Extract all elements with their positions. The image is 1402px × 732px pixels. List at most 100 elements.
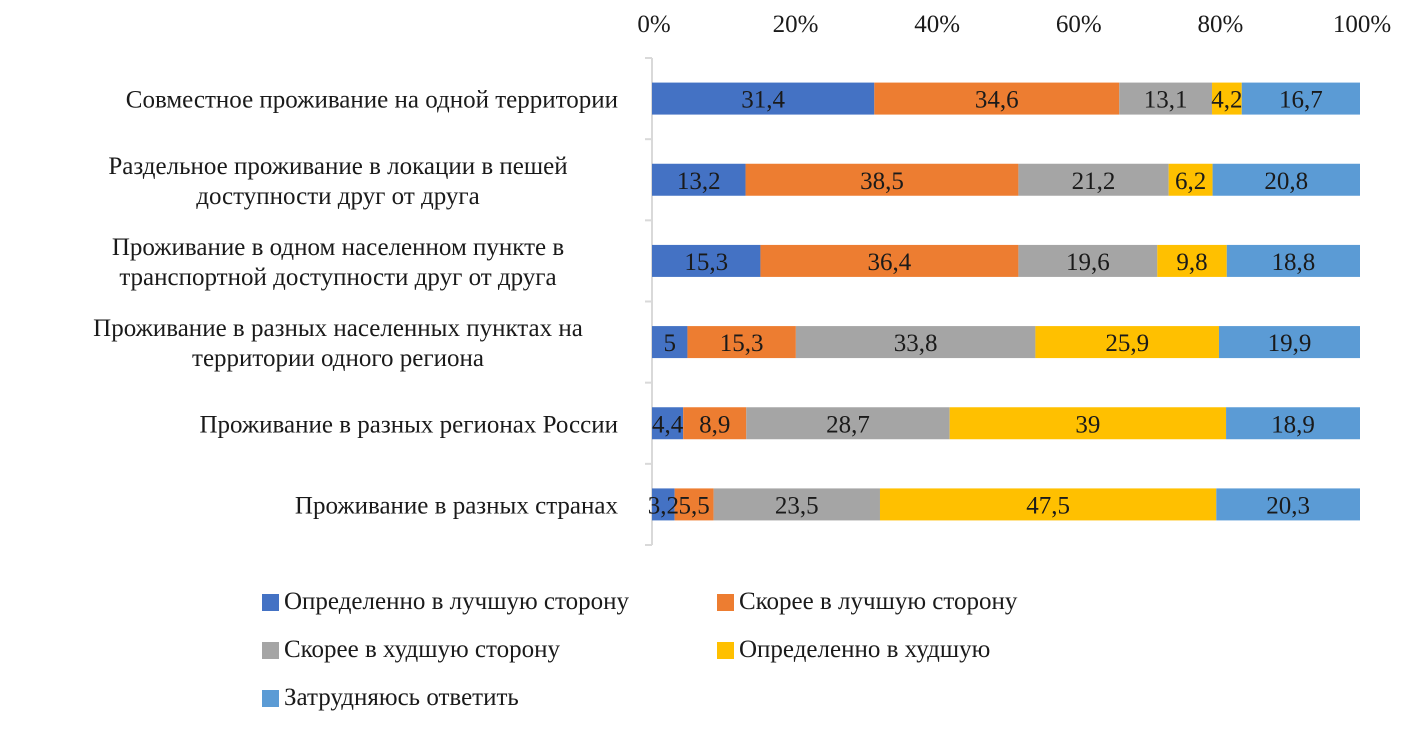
category-label: Проживание в разных странах — [295, 492, 619, 519]
data-label: 47,5 — [1026, 492, 1070, 519]
category-label-line: Проживание в разных регионах России — [199, 411, 618, 438]
bar-segment — [652, 488, 675, 521]
legend: Определенно в лучшую сторону Скорее в луч… — [262, 588, 1122, 728]
legend-swatch — [262, 689, 279, 707]
data-label: 5 — [663, 330, 676, 357]
legend-swatch — [262, 641, 279, 659]
data-label: 13,2 — [677, 168, 721, 195]
data-label: 38,5 — [860, 168, 904, 195]
bar-segment — [1241, 82, 1360, 115]
bar-segment — [652, 326, 688, 359]
legend-item: Затрудняюсь ответить — [262, 684, 519, 712]
bar-row: 5 15,3 33,8 25,9 19,9 — [652, 326, 1360, 359]
bar-row: 31,4 34,6 13,1 4,2 16,7 — [652, 82, 1360, 115]
data-label: 33,8 — [894, 330, 938, 357]
bar-row: 3,2 5,5 23,5 47,5 20,3 — [648, 488, 1360, 521]
bar-segment — [683, 407, 747, 440]
x-tick-label: 20% — [773, 11, 819, 38]
data-label: 5,5 — [679, 492, 710, 519]
data-label: 20,3 — [1266, 492, 1310, 519]
data-label: 16,7 — [1279, 87, 1323, 114]
bar-segment — [1212, 163, 1360, 196]
bar-segment — [1212, 82, 1242, 115]
category-label: Проживание в разных населенных пунктах н… — [93, 315, 583, 372]
bar-segment — [674, 488, 714, 521]
category-label: Проживание в одном населенном пункте в тр… — [112, 234, 564, 291]
bar-segment — [1119, 82, 1213, 115]
legend-swatch — [717, 593, 734, 611]
bar-segment — [1157, 244, 1227, 277]
data-label: 34,6 — [975, 87, 1019, 114]
legend-label: Определенно в лучшую сторону — [284, 588, 629, 615]
data-label: 31,4 — [741, 87, 785, 114]
x-tick-label: 40% — [914, 11, 960, 38]
category-label-line: транспортной доступности друг от друга — [119, 264, 556, 291]
bar-segment — [760, 244, 1019, 277]
bar-segment — [874, 82, 1120, 115]
data-label: 21,2 — [1072, 168, 1116, 195]
legend-label: Затрудняюсь ответить — [284, 684, 519, 711]
data-label: 28,7 — [826, 411, 870, 438]
bar-segment — [1018, 244, 1158, 277]
data-label: 15,3 — [720, 330, 764, 357]
category-axis-tick-marks — [645, 57, 652, 546]
category-label-line: территории одного региона — [192, 345, 484, 372]
category-label-line: Совместное проживание на одной территори… — [126, 87, 618, 114]
bar-segment — [1216, 488, 1360, 521]
category-label-line: Проживание в разных странах — [295, 492, 619, 519]
category-labels: Совместное проживание на одной территори… — [93, 87, 618, 520]
category-label: Проживание в разных регионах России — [199, 411, 618, 438]
bar-segment — [652, 163, 746, 196]
legend-swatch — [717, 641, 734, 659]
category-label: Совместное проживание на одной территори… — [126, 87, 618, 114]
bar-segment — [745, 163, 1019, 196]
legend-label: Скорее в худшую сторону — [284, 636, 560, 663]
x-tick-label: 0% — [637, 11, 670, 38]
data-label: 15,3 — [684, 249, 728, 276]
data-label: 19,9 — [1268, 330, 1312, 357]
bar-segment — [687, 326, 796, 359]
legend-item: Скорее в худшую сторону — [262, 636, 560, 664]
data-label: 19,6 — [1066, 249, 1110, 276]
bar-segment — [879, 488, 1217, 521]
legend-label: Определенно в худшую — [739, 636, 991, 663]
bar-segment — [1226, 244, 1360, 277]
data-label: 3,2 — [648, 492, 679, 519]
data-label: 39 — [1075, 411, 1100, 438]
bar-segment — [652, 82, 875, 115]
category-label-line: Проживание в разных населенных пунктах н… — [93, 315, 583, 342]
stacked-bar-chart: 0% 20% 40% 60% 80% 100% 31,4 34,6 13,1 4,2 16,7 13… — [93, 11, 1391, 546]
x-axis-ticks: 0% 20% 40% 60% 80% 100% — [637, 11, 1391, 38]
data-label: 18,8 — [1272, 249, 1316, 276]
data-label: 18,9 — [1271, 411, 1315, 438]
data-label: 13,1 — [1144, 87, 1188, 114]
data-label: 20,8 — [1264, 168, 1308, 195]
bar-segment — [1226, 407, 1360, 440]
bar-segment — [652, 407, 684, 440]
bar-segment — [1018, 163, 1169, 196]
bar-segment — [1218, 326, 1360, 359]
bar-segment — [795, 326, 1036, 359]
legend-swatch — [262, 593, 279, 611]
category-label-line: Раздельное проживание в локации в пешей — [108, 153, 567, 180]
data-label: 6,2 — [1175, 168, 1206, 195]
bar-segment — [652, 244, 761, 277]
bar-segment — [949, 407, 1227, 440]
bar-segment — [746, 407, 950, 440]
bar-row: 15,3 36,4 19,6 9,8 18,8 — [652, 244, 1360, 277]
category-label-line: Проживание в одном населенном пункте в — [112, 234, 564, 261]
data-label: 4,2 — [1211, 87, 1242, 114]
legend-item: Скорее в лучшую сторону — [717, 588, 1017, 616]
data-label: 36,4 — [868, 249, 912, 276]
bar-segment — [713, 488, 880, 521]
x-tick-label: 100% — [1333, 11, 1391, 38]
bar-segment — [1168, 163, 1213, 196]
category-label-line: доступности друг от друга — [196, 183, 480, 210]
legend-item: Определенно в худшую — [717, 636, 990, 664]
bar-row: 13,2 38,5 21,2 6,2 20,8 — [652, 163, 1360, 196]
data-label: 4,4 — [652, 411, 684, 438]
category-label: Раздельное проживание в локации в пешей д… — [108, 153, 567, 210]
data-label: 9,8 — [1176, 249, 1207, 276]
bar-segment — [1035, 326, 1219, 359]
bars: 31,4 34,6 13,1 4,2 16,7 13,2 38,5 21,2 6,2 20,8 15… — [648, 82, 1360, 521]
